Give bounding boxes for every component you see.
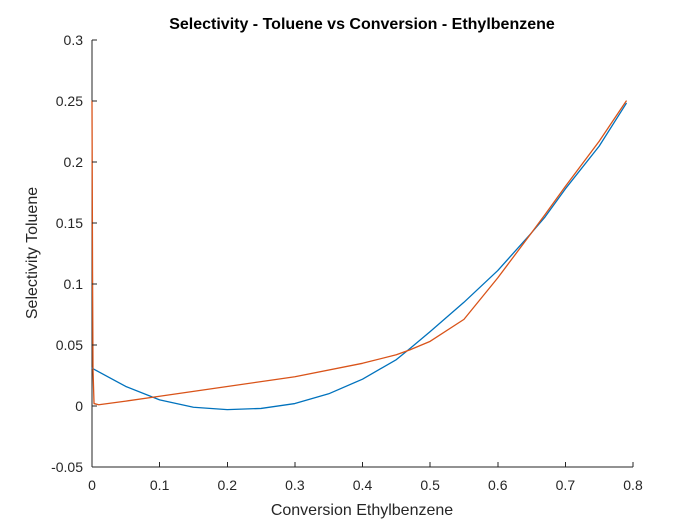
y-tick-label: 0.15 xyxy=(56,215,83,231)
y-axis-label: Selectivity Toluene xyxy=(24,187,41,319)
x-tick-label: 0.5 xyxy=(420,477,440,493)
x-tick-label: 0.8 xyxy=(623,477,643,493)
x-tick-label: 0.3 xyxy=(285,477,305,493)
x-axis-label: Conversion Ethylbenzene xyxy=(271,502,453,519)
chart-title: Selectivity - Toluene vs Conversion - Et… xyxy=(169,16,555,33)
y-tick-label: -0.05 xyxy=(51,459,83,475)
y-tick-label: 0.05 xyxy=(56,337,83,353)
x-tick-label: 0.2 xyxy=(218,477,238,493)
x-tick-label: 0.1 xyxy=(150,477,170,493)
x-tick-label: 0.6 xyxy=(488,477,508,493)
series-line-1 xyxy=(91,102,627,411)
x-axis-ticks: 0 0.1 0.2 0.3 0.4 0.5 0.6 0.7 0.8 xyxy=(88,462,643,493)
y-axis-ticks: -0.05 0 0.05 0.1 0.15 0.2 0.25 0.3 xyxy=(51,32,97,475)
y-tick-label: 0.2 xyxy=(64,154,84,170)
y-tick-label: 0.1 xyxy=(64,276,84,292)
series-line-2 xyxy=(91,100,627,406)
series-layer xyxy=(91,100,627,411)
y-tick-label: 0 xyxy=(75,398,83,414)
x-tick-label: 0.7 xyxy=(556,477,576,493)
x-tick-label: 0 xyxy=(88,477,96,493)
y-tick-label: 0.3 xyxy=(64,32,84,48)
x-tick-label: 0.4 xyxy=(353,477,373,493)
y-tick-label: 0.25 xyxy=(56,93,83,109)
